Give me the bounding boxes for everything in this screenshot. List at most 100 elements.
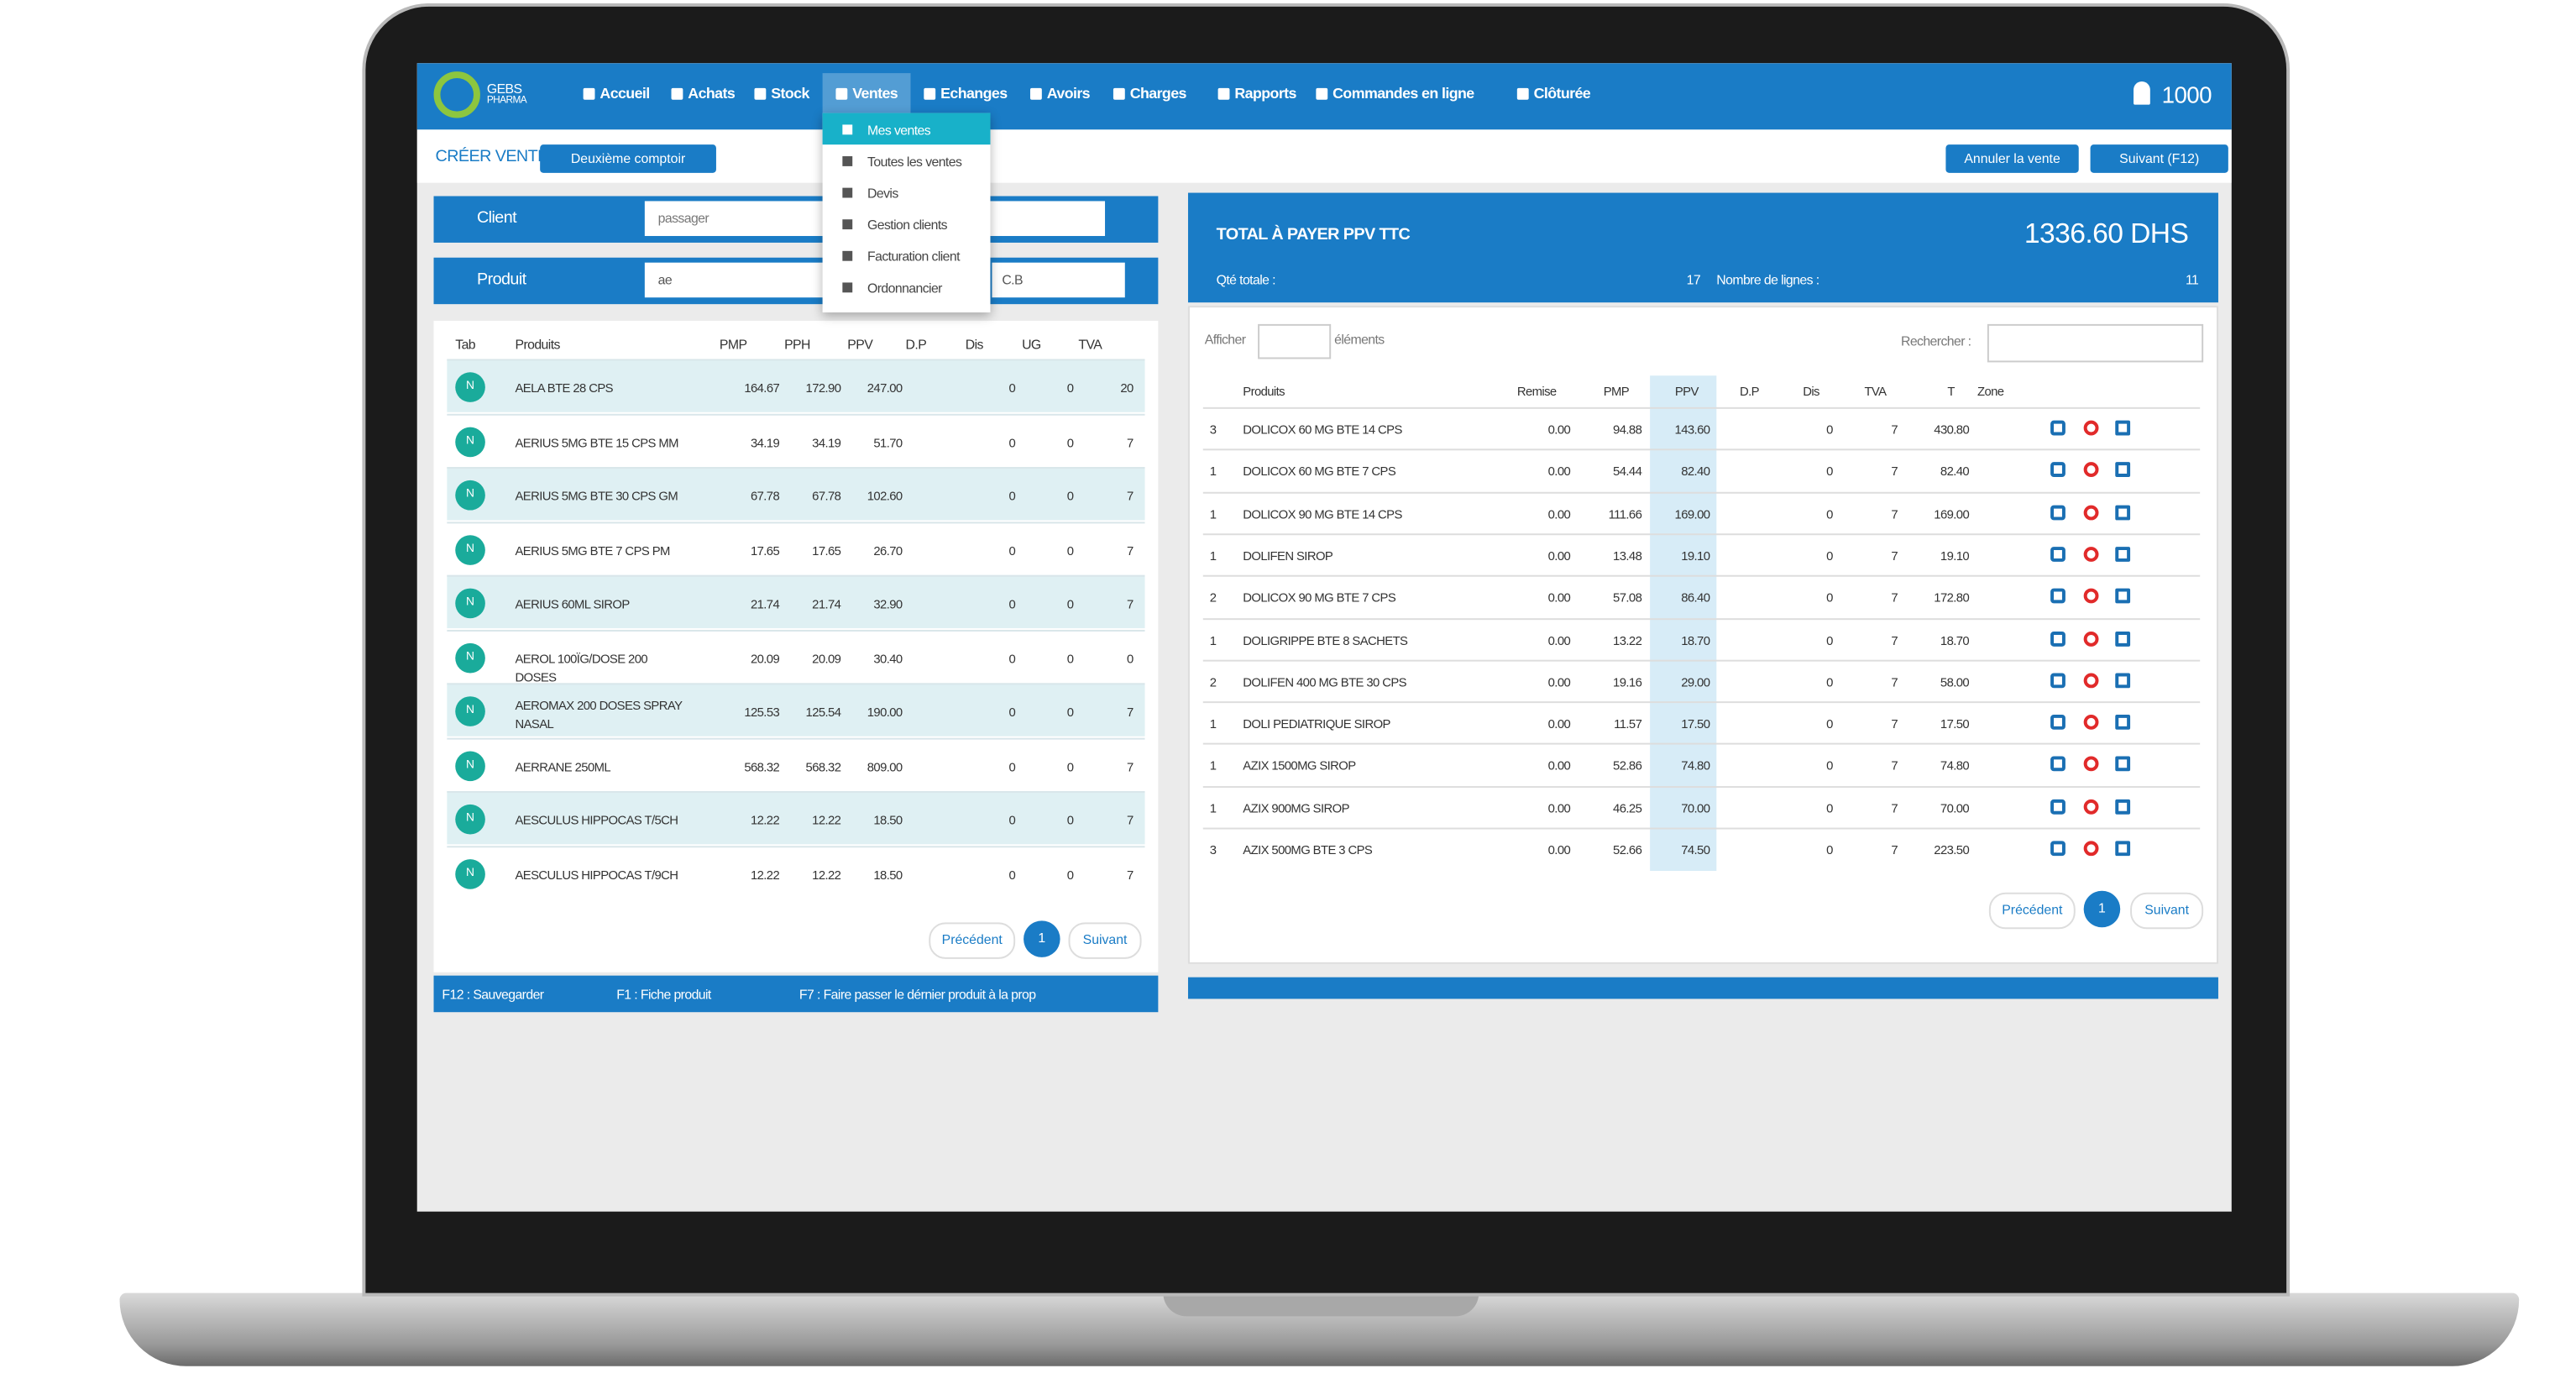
dropdown-item[interactable]: Devis xyxy=(867,186,898,202)
tag-icon[interactable] xyxy=(2115,546,2131,562)
nav-item[interactable]: Echanges xyxy=(940,84,1008,102)
product-row[interactable]: N AELA BTE 28 CPS 164.67 172.90 247.00 0 0 20 xyxy=(447,359,1145,412)
column-header: Tab xyxy=(455,337,475,353)
cell-t: 74.80 xyxy=(1940,758,1970,774)
delete-icon[interactable] xyxy=(2083,504,2099,520)
delete-icon[interactable] xyxy=(2083,757,2099,773)
edit-icon[interactable] xyxy=(2050,546,2066,562)
tag-icon[interactable] xyxy=(2115,631,2131,646)
nav-item[interactable]: Charges xyxy=(1129,84,1187,102)
edit-icon[interactable] xyxy=(2050,673,2066,688)
cell-ug: 0 xyxy=(1066,543,1074,558)
edit-icon[interactable] xyxy=(2050,420,2066,436)
product-row[interactable]: N AERIUS 5MG BTE 30 CPS GM 67.78 67.78 102.6… xyxy=(447,467,1145,521)
tag-icon[interactable] xyxy=(2115,757,2131,773)
dropdown-item[interactable]: Facturation client xyxy=(867,249,960,265)
lines: 11 xyxy=(2185,272,2199,288)
product-row[interactable]: N AEROL 100ÏG/DOSE 200 DOSES 20.09 20.09 30.… xyxy=(447,629,1145,684)
prev-button[interactable]: Précédent xyxy=(1988,892,2076,930)
tag-icon[interactable] xyxy=(2115,588,2131,604)
product-row[interactable]: N AEROMAX 200 DOSES SPRAY NASAL 125.53 125.… xyxy=(447,683,1145,737)
sale-row[interactable]: 1 DOLICOX 90 MG BTE 14 CPS 0.00 111.66 169.0… xyxy=(1202,490,2201,532)
search-input[interactable] xyxy=(1987,323,2204,363)
second-counter-button[interactable]: Deuxième comptoir xyxy=(540,144,716,173)
edit-icon[interactable] xyxy=(2050,715,2066,730)
dropdown-item[interactable]: Mes ventes xyxy=(867,123,931,139)
tag-icon[interactable] xyxy=(2115,799,2131,815)
product-row[interactable]: N AESCULUS HIPPOCAS T/9CH 12.22 12.22 18.50 0… xyxy=(447,845,1145,899)
prev-button[interactable]: Précédent xyxy=(929,922,1016,959)
edit-icon[interactable] xyxy=(2050,757,2066,773)
dropdown-icon xyxy=(842,156,853,166)
sale-row[interactable]: 1 DOLIGRIPPE BTE 8 SACHETS 0.00 13.22 18.70 0… xyxy=(1202,617,2201,658)
product-row[interactable]: N AERIUS 5MG BTE 7 CPS PM 17.65 17.65 26.70 0… xyxy=(447,521,1145,574)
sale-row[interactable]: 1 DOLICOX 60 MG BTE 7 CPS 0.00 54.44 82.40 0 7… xyxy=(1202,448,2201,490)
cell-pmp: 20.09 xyxy=(750,650,780,666)
sale-row[interactable]: 3 AZIX 500MG BTE 3 CPS 0.00 52.66 74.50 0 7 223… xyxy=(1202,827,2201,869)
edit-icon[interactable] xyxy=(2050,799,2066,815)
delete-icon[interactable] xyxy=(2083,841,2099,857)
nav-item[interactable]: Achats xyxy=(688,84,736,102)
tag-icon[interactable] xyxy=(2115,841,2131,857)
cell-ug: 0 xyxy=(1066,380,1074,396)
edit-icon[interactable] xyxy=(2050,631,2066,646)
product-row[interactable]: N AERRANE 250ML 568.32 568.32 809.00 0 0 7 xyxy=(447,737,1145,791)
summary: TOTAL À PAYER PPV TTC 1336.60 DHS Qté to… xyxy=(1187,192,2218,303)
cell-dis: 0 xyxy=(1008,812,1016,828)
nav-item[interactable]: Commandes en ligne xyxy=(1333,84,1474,102)
delete-icon[interactable] xyxy=(2083,420,2099,436)
edit-icon[interactable] xyxy=(2050,462,2066,478)
delete-icon[interactable] xyxy=(2083,462,2099,478)
sale-row[interactable]: 2 DOLICOX 90 MG BTE 7 CPS 0.00 57.08 86.40 0 7… xyxy=(1202,575,2201,616)
delete-icon[interactable] xyxy=(2083,673,2099,688)
nav-item[interactable]: Clôturée xyxy=(1533,84,1591,102)
product-row[interactable]: N AERIUS 60ML SIROP 21.74 21.74 32.90 0 0 7 xyxy=(447,574,1145,629)
sale-row[interactable]: 1 AZIX 900MG SIROP 0.00 46.25 70.00 0 7 70.00 xyxy=(1202,785,2201,826)
cell-ppv: 18.70 xyxy=(1681,632,1710,647)
edit-icon[interactable] xyxy=(2050,504,2066,520)
show-select[interactable] xyxy=(1258,323,1332,359)
next-button[interactable]: Suivant (F12) xyxy=(2090,144,2228,173)
delete-icon[interactable] xyxy=(2083,588,2099,604)
right-bottom-bar xyxy=(1187,977,2218,999)
edit-icon[interactable] xyxy=(2050,588,2066,604)
nav-icon xyxy=(754,87,767,100)
product-select[interactable]: C.B xyxy=(992,262,1125,298)
next-page-button[interactable]: Suivant xyxy=(1068,922,1142,959)
tag-icon[interactable] xyxy=(2115,504,2131,520)
nav-item[interactable]: Avoirs xyxy=(1046,84,1091,102)
tab-badge: N xyxy=(455,534,485,564)
cell-qty: 1 xyxy=(1209,506,1217,522)
product-row[interactable]: N AESCULUS HIPPOCAS T/5CH 12.22 12.22 18.50 0… xyxy=(447,791,1145,845)
dropdown-item[interactable]: Ordonnancier xyxy=(867,280,942,296)
nav-item[interactable]: Ventes xyxy=(852,84,898,102)
cell-name: DOLICOX 60 MG BTE 7 CPS xyxy=(1243,464,1396,480)
sale-row[interactable]: 1 AZIX 1500MG SIROP 0.00 52.86 74.80 0 7 74.80 xyxy=(1202,743,2201,784)
delete-icon[interactable] xyxy=(2083,631,2099,646)
sale-row[interactable]: 1 DOLIFEN SIROP 0.00 13.48 19.10 0 7 19.10 xyxy=(1202,533,2201,574)
dropdown-item[interactable]: Toutes les ventes xyxy=(867,155,962,170)
tag-icon[interactable] xyxy=(2115,462,2131,478)
page-button[interactable]: 1 xyxy=(1024,920,1060,957)
sale-row[interactable]: 2 DOLIFEN 400 MG BTE 30 CPS 0.00 19.16 29.00… xyxy=(1202,659,2201,700)
next-page-button[interactable]: Suivant xyxy=(2130,892,2204,930)
nav-item[interactable]: Rapports xyxy=(1234,84,1296,102)
cancel-button[interactable]: Annuler la vente xyxy=(1945,144,2079,173)
delete-icon[interactable] xyxy=(2083,546,2099,562)
tag-icon[interactable] xyxy=(2115,420,2131,436)
cell-ppv: 26.70 xyxy=(873,543,903,558)
nav-item[interactable]: Accueil xyxy=(599,84,650,102)
product-row[interactable]: N AERIUS 5MG BTE 15 CPS MM 34.19 34.19 51.70… xyxy=(447,412,1145,467)
sale-row[interactable]: 1 DOLI PEDIATRIQUE SIROP 0.00 11.57 17.50 0 7 1… xyxy=(1202,701,2201,742)
delete-icon[interactable] xyxy=(2083,715,2099,730)
search-label: Rechercher : xyxy=(1900,333,1971,349)
edit-icon[interactable] xyxy=(2050,841,2066,857)
tag-icon[interactable] xyxy=(2115,715,2131,730)
dropdown-item[interactable]: Gestion clients xyxy=(867,218,948,233)
page-button[interactable]: 1 xyxy=(2083,890,2121,928)
sale-row[interactable]: 3 DOLICOX 60 MG BTE 14 CPS 0.00 94.88 143.60… xyxy=(1202,406,2201,448)
tag-icon[interactable] xyxy=(2115,673,2131,688)
nav-item[interactable]: Stock xyxy=(771,84,809,102)
delete-icon[interactable] xyxy=(2083,799,2099,815)
cell-tva: 7 xyxy=(1891,506,1898,522)
